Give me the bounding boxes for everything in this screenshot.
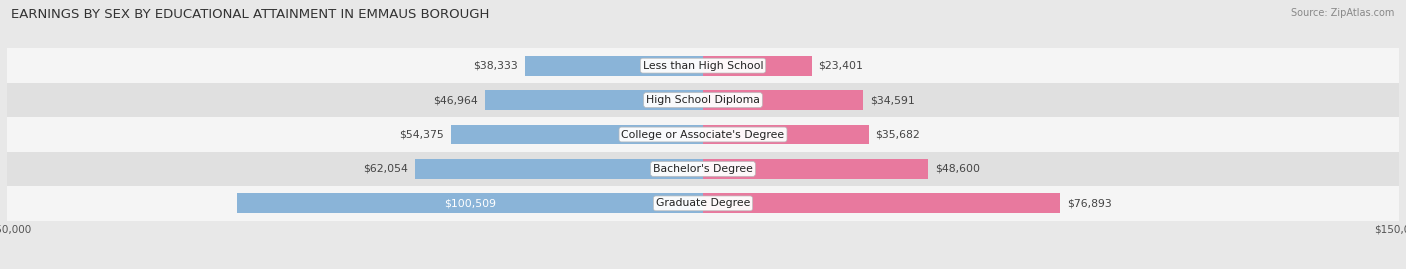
Bar: [703, 90, 863, 110]
Bar: [7, 186, 1399, 221]
Bar: [703, 56, 811, 76]
Bar: [526, 56, 703, 76]
Text: $23,401: $23,401: [818, 61, 863, 71]
Bar: [7, 48, 1399, 83]
Text: College or Associate's Degree: College or Associate's Degree: [621, 129, 785, 140]
Bar: [7, 83, 1399, 117]
Text: $35,682: $35,682: [876, 129, 921, 140]
Bar: [7, 117, 1399, 152]
Bar: [703, 159, 928, 179]
Text: $34,591: $34,591: [870, 95, 915, 105]
Text: Less than High School: Less than High School: [643, 61, 763, 71]
Text: $38,333: $38,333: [474, 61, 519, 71]
Text: $48,600: $48,600: [935, 164, 980, 174]
Text: $54,375: $54,375: [399, 129, 444, 140]
Bar: [703, 193, 1060, 213]
Text: $46,964: $46,964: [433, 95, 478, 105]
Bar: [7, 152, 1399, 186]
Text: $76,893: $76,893: [1067, 198, 1112, 208]
Text: Graduate Degree: Graduate Degree: [655, 198, 751, 208]
Text: EARNINGS BY SEX BY EDUCATIONAL ATTAINMENT IN EMMAUS BOROUGH: EARNINGS BY SEX BY EDUCATIONAL ATTAINMEN…: [11, 8, 489, 21]
Bar: [485, 90, 703, 110]
Text: Bachelor's Degree: Bachelor's Degree: [652, 164, 754, 174]
Bar: [415, 159, 703, 179]
Bar: [236, 193, 703, 213]
Bar: [451, 125, 703, 144]
Text: $100,509: $100,509: [444, 198, 496, 208]
Bar: [703, 125, 869, 144]
Text: $62,054: $62,054: [363, 164, 408, 174]
Text: High School Diploma: High School Diploma: [647, 95, 759, 105]
Text: Source: ZipAtlas.com: Source: ZipAtlas.com: [1291, 8, 1395, 18]
